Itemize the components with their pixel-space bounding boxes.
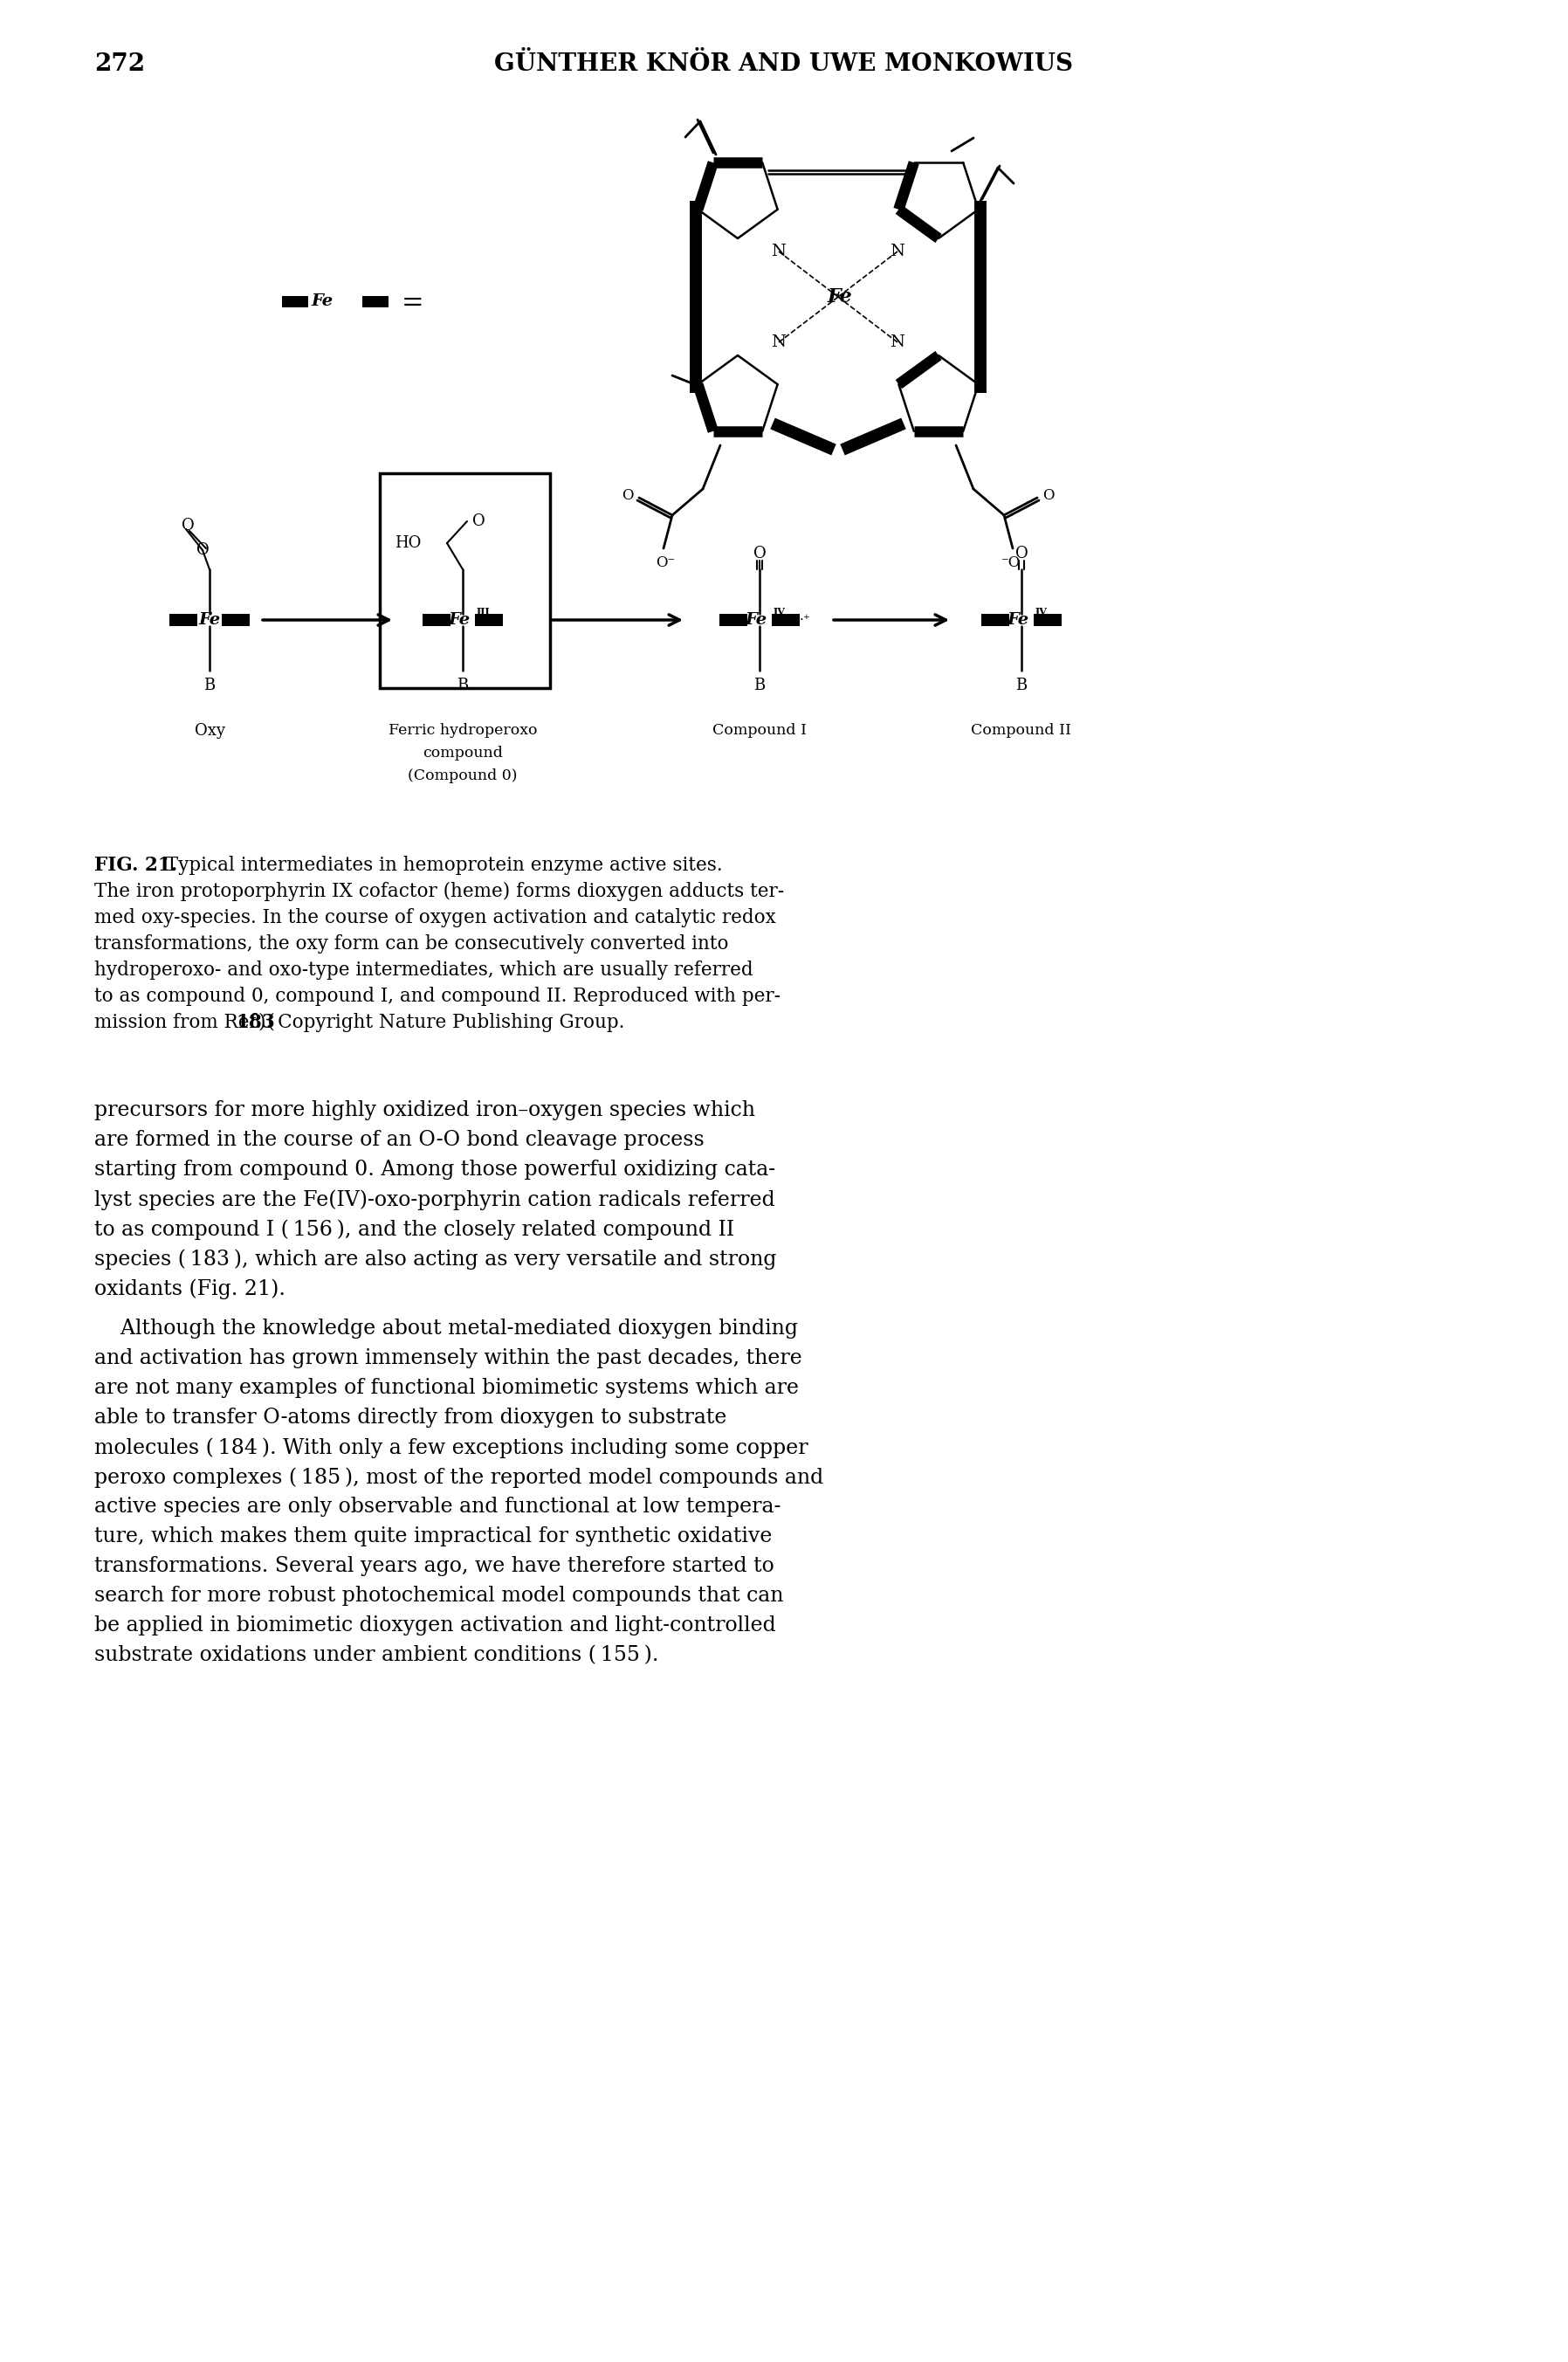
Text: transformations. Several years ago, we have therefore started to: transformations. Several years ago, we h… (94, 1557, 775, 1575)
Text: ⁻O: ⁻O (1002, 555, 1021, 569)
Text: compound: compound (423, 746, 503, 761)
Text: search for more robust photochemical model compounds that can: search for more robust photochemical mod… (94, 1585, 784, 1606)
Bar (720, 614, 748, 626)
Text: B: B (1016, 678, 1027, 694)
Bar (422, 614, 450, 626)
Text: O: O (622, 489, 633, 503)
Text: oxidants (Fig. 21).: oxidants (Fig. 21). (94, 1278, 285, 1299)
Text: B: B (456, 678, 469, 694)
Text: Fe: Fe (745, 612, 767, 628)
Text: FIG. 21.: FIG. 21. (94, 855, 177, 874)
Text: molecules ( 184 ). With only a few exceptions including some copper: molecules ( 184 ). With only a few excep… (94, 1438, 808, 1457)
Text: to as compound 0, compound I, and compound II. Reproduced with per-: to as compound 0, compound I, and compou… (94, 987, 781, 1006)
Text: N: N (771, 335, 786, 350)
Text: N: N (891, 335, 905, 350)
Bar (982, 614, 1010, 626)
Bar (379, 472, 550, 687)
Text: O: O (182, 517, 194, 534)
Text: Fe: Fe (448, 612, 470, 628)
Text: med oxy-species. In the course of oxygen activation and catalytic redox: med oxy-species. In the course of oxygen… (94, 907, 776, 928)
Text: 183: 183 (235, 1013, 274, 1032)
Text: IV: IV (773, 607, 786, 616)
Bar (221, 614, 249, 626)
Text: IV: IV (1035, 607, 1047, 616)
Text: HO: HO (394, 536, 420, 550)
Text: Fe: Fe (310, 293, 332, 309)
Text: O: O (1043, 489, 1054, 503)
Text: Ferric hydroperoxo: Ferric hydroperoxo (389, 723, 538, 737)
Text: substrate oxidations under ambient conditions ( 155 ).: substrate oxidations under ambient condi… (94, 1644, 659, 1665)
Text: B: B (204, 678, 215, 694)
Text: mission from Ref. (: mission from Ref. ( (94, 1013, 274, 1032)
Bar (282, 295, 309, 307)
Text: Fe: Fe (1007, 612, 1029, 628)
Text: O: O (1014, 546, 1029, 562)
Text: The iron protoporphyrin IX cofactor (heme) forms dioxygen adducts ter-: The iron protoporphyrin IX cofactor (hem… (94, 881, 784, 902)
Text: N: N (771, 243, 786, 260)
Text: (Compound 0): (Compound 0) (408, 768, 517, 784)
Text: Fe: Fe (828, 288, 853, 307)
Text: hydroperoxo- and oxo-type intermediates, which are usually referred: hydroperoxo- and oxo-type intermediates,… (94, 961, 753, 980)
Text: starting from compound 0. Among those powerful oxidizing cata-: starting from compound 0. Among those po… (94, 1160, 776, 1179)
Text: species ( 183 ), which are also acting as very versatile and strong: species ( 183 ), which are also acting a… (94, 1249, 776, 1268)
Bar (771, 614, 800, 626)
Text: ·⁺: ·⁺ (800, 614, 811, 626)
Text: Compound II: Compound II (971, 723, 1071, 737)
Bar (1033, 614, 1062, 626)
Text: transformations, the oxy form can be consecutively converted into: transformations, the oxy form can be con… (94, 935, 729, 954)
Text: GÜNTHER KNÖR AND UWE MONKOWIUS: GÜNTHER KNÖR AND UWE MONKOWIUS (494, 52, 1074, 76)
Text: Fe: Fe (199, 612, 221, 628)
Bar (169, 614, 198, 626)
Text: peroxo complexes ( 185 ), most of the reported model compounds and: peroxo complexes ( 185 ), most of the re… (94, 1467, 823, 1488)
Text: 272: 272 (94, 52, 144, 76)
Text: N: N (891, 243, 905, 260)
Text: O: O (472, 513, 485, 529)
Text: be applied in biomimetic dioxygen activation and light-controlled: be applied in biomimetic dioxygen activa… (94, 1616, 776, 1635)
Text: able to transfer O-atoms directly from dioxygen to substrate: able to transfer O-atoms directly from d… (94, 1408, 726, 1427)
Text: precursors for more highly oxidized iron–oxygen species which: precursors for more highly oxidized iron… (94, 1101, 756, 1120)
Text: to as compound I ( 156 ), and the closely related compound II: to as compound I ( 156 ), and the closel… (94, 1219, 734, 1240)
Text: active species are only observable and functional at low tempera-: active species are only observable and f… (94, 1498, 781, 1516)
Text: III: III (477, 607, 491, 616)
Text: are not many examples of functional biomimetic systems which are: are not many examples of functional biom… (94, 1377, 798, 1398)
Text: Although the knowledge about metal-mediated dioxygen binding: Although the knowledge about metal-media… (94, 1318, 798, 1339)
Text: Typical intermediates in hemoprotein enzyme active sites.: Typical intermediates in hemoprotein enz… (154, 855, 723, 874)
Text: ). Copyright Nature Publishing Group.: ). Copyright Nature Publishing Group. (259, 1013, 624, 1032)
Text: lyst species are the Fe(IV)-oxo-porphyrin cation radicals referred: lyst species are the Fe(IV)-oxo-porphyri… (94, 1190, 775, 1209)
Text: O⁻: O⁻ (655, 555, 674, 569)
Bar (475, 614, 503, 626)
Text: ture, which makes them quite impractical for synthetic oxidative: ture, which makes them quite impractical… (94, 1526, 771, 1547)
Text: O: O (753, 546, 767, 562)
Text: Compound I: Compound I (712, 723, 806, 737)
Text: B: B (754, 678, 765, 694)
Text: O: O (196, 543, 209, 557)
Text: are formed in the course of an O-O bond cleavage process: are formed in the course of an O-O bond … (94, 1129, 704, 1150)
Text: =: = (401, 291, 423, 317)
Bar (362, 295, 389, 307)
Text: and activation has grown immensely within the past decades, there: and activation has grown immensely withi… (94, 1349, 803, 1368)
Text: Oxy: Oxy (194, 723, 224, 739)
